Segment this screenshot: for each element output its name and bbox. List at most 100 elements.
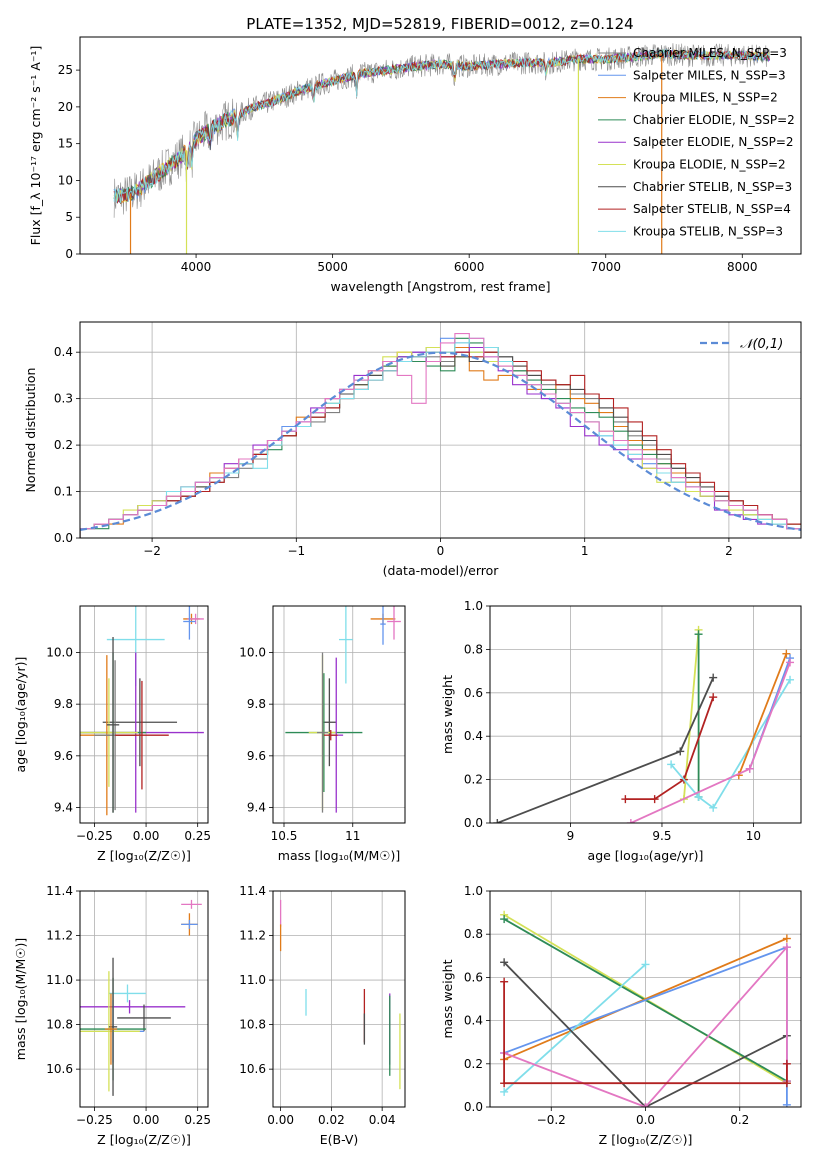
errorbar-point	[387, 606, 401, 640]
weight-marker	[782, 1079, 791, 1088]
x-tick-label: 0.02	[318, 1113, 345, 1127]
x-tick-label: 9	[567, 829, 575, 843]
normal-curve	[80, 351, 801, 531]
y-tick-label: 9.6	[247, 749, 266, 763]
errorbar-point	[183, 606, 196, 640]
x-axis-label: wavelength [Angstrom, rest frame]	[330, 279, 550, 294]
errorbar-point	[322, 678, 337, 767]
errorbar-point	[108, 957, 118, 1096]
y-tick-label: 1.0	[464, 884, 483, 898]
y-tick-label: 10.8	[46, 1018, 73, 1032]
errorbar-point	[181, 899, 202, 909]
errorbar-point	[323, 730, 338, 741]
weight-marker	[782, 943, 791, 952]
y-tick-label: 9.8	[247, 697, 266, 711]
grid-lines	[273, 606, 405, 823]
y-tick-label: 0.0	[464, 1100, 483, 1114]
y-axis-label: age [log₁₀(age/yr)]	[13, 657, 28, 773]
errorbar-point	[339, 606, 353, 684]
y-tick-label: 9.4	[54, 801, 73, 815]
y-axis-label: mass [log₁₀(M/M☉)]	[13, 938, 28, 1060]
x-axis-label: Z [log₁₀(Z/Z☉)]	[97, 1132, 191, 1147]
y-tick-label: 0.8	[464, 642, 483, 656]
y-tick-label: 5	[65, 210, 73, 224]
y-tick-label: 0.6	[464, 970, 483, 984]
errorbar-point	[181, 919, 198, 929]
legend-label: Kroupa MILES, N_SSP=2	[633, 91, 778, 105]
legend-label: Salpeter STELIB, N_SSP=4	[633, 202, 791, 216]
legend: 𝒩(0,1)	[700, 337, 783, 352]
errorbar-point	[117, 1004, 171, 1032]
axes-frame	[79, 36, 802, 255]
x-axis-label: E(B-V)	[320, 1132, 359, 1147]
x-tick-label: 0.00	[133, 1113, 160, 1127]
x-tick-label: 0.25	[184, 829, 211, 843]
axes-frame	[272, 890, 406, 1108]
weight-marker	[782, 1059, 791, 1068]
grid-lines	[80, 606, 208, 823]
weight-marker	[709, 673, 718, 682]
axes-frame-group: 0.00 0.02 0.04 10.6 10.8 11.0 11.2 11.4 E(B-V)	[239, 884, 406, 1147]
weight-line	[737, 653, 788, 776]
y-tick-label: 9.4	[247, 801, 266, 815]
plot-area	[285, 606, 401, 813]
y-tick-label: 20	[58, 100, 73, 114]
y-tick-label: 0.4	[464, 729, 483, 743]
weight-marker	[782, 934, 791, 943]
y-tick-label: 0.0	[54, 531, 73, 545]
x-axis-label: (data-model)/error	[383, 563, 500, 578]
y-tick-label: 0.4	[54, 345, 73, 359]
weight-line	[503, 937, 788, 1061]
x-tick-label: 11	[345, 829, 360, 843]
y-tick-label: 10.0	[46, 646, 73, 660]
histogram-step	[80, 333, 801, 538]
errorbar-point	[80, 678, 138, 787]
weight-line	[503, 944, 788, 1107]
y-axis-label: mass weight	[440, 675, 455, 754]
axes-frame-group: 10.5 11 9.4 9.6 9.8 10.0 mass [log₁₀(M/M☉)]	[239, 605, 406, 863]
y-tick-label: 10.8	[239, 1018, 266, 1032]
weight-marker	[500, 977, 509, 986]
y-tick-label: 0.0	[464, 816, 483, 830]
weight-line	[503, 963, 647, 1093]
y-axis-label: Normed distribution	[23, 368, 38, 493]
x-axis-label: Z [log₁₀(Z/Z☉)]	[599, 1132, 693, 1147]
axes-frame-group: −0.25 0.00 0.25 9.4 9.6 9.8 10.0 Z [log₁₀(Z/Z☉)…	[13, 605, 211, 863]
y-tick-label: 10.0	[239, 646, 266, 660]
y-tick-label: 0.6	[464, 686, 483, 700]
x-tick-label: 4000	[181, 260, 212, 274]
x-tick-label: 0.0	[636, 1113, 655, 1127]
x-tick-label: 10.5	[271, 829, 298, 843]
errorbar-point	[115, 680, 169, 790]
errorbar-point	[104, 993, 118, 1065]
x-tick-label: −2	[143, 544, 161, 558]
weight-marker	[621, 795, 630, 804]
legend: Chabrier MILES, N_SSP=3 Salpeter MILES, N…	[598, 46, 795, 238]
legend-label: Chabrier STELIB, N_SSP=3	[633, 180, 792, 194]
x-tick-label: 0.25	[184, 1113, 211, 1127]
axes-frame-group: −0.25 0.00 0.25 10.6 10.8 11.0 11.2 11.4 Z [log₁…	[13, 884, 211, 1147]
x-tick-label: 1	[581, 544, 589, 558]
x-tick-label: 2	[725, 544, 733, 558]
x-tick-label: −0.25	[76, 829, 113, 843]
legend-label: Salpeter ELODIE, N_SSP=2	[633, 135, 794, 149]
errorbar-point	[187, 613, 204, 625]
y-tick-label: 15	[58, 137, 73, 151]
y-tick-label: 11.0	[239, 973, 266, 987]
axes-frame-group: 9 9.5 10 0.0 0.2 0.4 0.6 0.8 1.0 age [log₁₀(age/y…	[440, 599, 802, 863]
x-tick-label: −0.2	[537, 1113, 566, 1127]
weight-marker	[500, 915, 509, 924]
y-tick-label: 11.2	[46, 929, 73, 943]
axes-frame	[272, 605, 406, 824]
x-axis-label: mass [log₁₀(M/M☉)]	[278, 848, 400, 863]
errorbar-point	[106, 637, 120, 813]
y-tick-label: 10.6	[46, 1062, 73, 1076]
errorbar-point	[317, 652, 328, 813]
panel-weights_vs_age: 9 9.5 10 0.0 0.2 0.4 0.6 0.8 1.0 age [log₁₀(age/y…	[440, 599, 802, 863]
y-tick-label: 10	[58, 173, 73, 187]
weight-marker	[786, 658, 795, 667]
y-tick-label: 9.8	[54, 697, 73, 711]
spectrum-line	[113, 49, 770, 204]
x-tick-label: 0.04	[369, 1113, 396, 1127]
